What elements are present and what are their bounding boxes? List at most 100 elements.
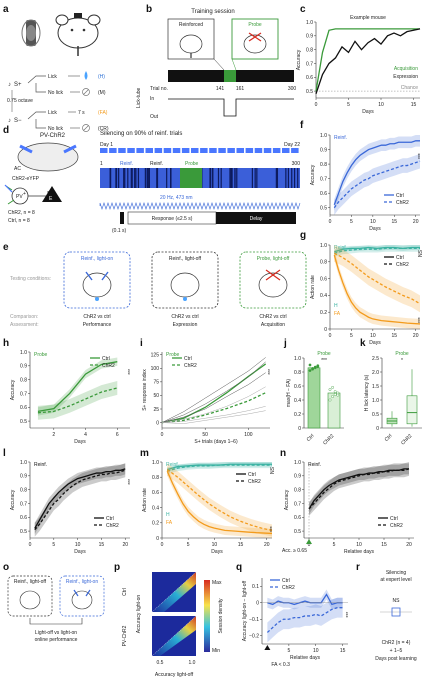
y-tick-label: 0.8 <box>320 162 327 168</box>
day-block <box>145 148 153 153</box>
y-tick-label: 0.6 <box>294 384 301 390</box>
trial-tick <box>217 168 220 188</box>
p-colorbar <box>204 580 210 652</box>
d-t300: 300 <box>292 161 301 167</box>
y-tick-label: 1.5 <box>372 384 379 390</box>
e-testing: Testing conditions: <box>10 276 51 282</box>
x-tick-label: 20 <box>413 333 419 339</box>
y-tick-label: 0.5 <box>20 529 27 535</box>
y-tick-label: 0.5 <box>20 419 27 425</box>
trial-strip-probe <box>180 168 202 188</box>
e-c2-cmp: ChR2 vs ctrl <box>171 314 198 320</box>
significance: *** <box>346 612 352 618</box>
trial-tick <box>231 168 233 188</box>
day-block <box>181 148 190 153</box>
y-tick-label: 0.8 <box>294 487 301 493</box>
series-line <box>166 470 273 535</box>
individual-trace <box>161 386 266 423</box>
b-title: Training session <box>191 9 234 15</box>
y-axis-label: Accuracy light-on − light-off <box>242 580 248 641</box>
p-xlabel: Accuracy light-off <box>155 672 194 678</box>
day-block <box>172 148 181 153</box>
y-tick-label: 0.6 <box>320 276 327 282</box>
x-axis-label: Days <box>74 549 86 555</box>
data-point <box>331 395 334 398</box>
trial-tick <box>229 168 231 188</box>
trial-tick <box>285 168 287 188</box>
x-axis-label: Relative days <box>344 549 375 555</box>
day-block <box>200 148 208 153</box>
panel-r-letter: r <box>356 562 360 573</box>
d-reinf-1: Reinf. <box>120 161 133 167</box>
e-c1-title: Reinf., light-on <box>81 256 113 262</box>
b-mouse-icon-1 <box>179 34 203 58</box>
y-axis-label: Accuracy <box>10 489 16 510</box>
d-laser: 20 Hz, 473 nm <box>160 195 193 201</box>
series-band <box>37 357 118 416</box>
panel-p-letter: p <box>114 562 120 573</box>
chart-k: k Probe 0 0.5 1.0 1.5 2.0 2.5 H lick latency (s)… <box>360 338 422 446</box>
series-line <box>266 607 343 633</box>
y-tick-label: 0.9 <box>306 34 313 40</box>
x-tick-label: 10 <box>356 542 362 548</box>
e-c3-cmp: ChR2 vs ctrl <box>259 314 286 320</box>
bar <box>327 392 341 429</box>
y-axis-label: Accuracy <box>310 164 316 185</box>
d-silencing: Silencing on 90% of reinf. trials <box>100 131 182 137</box>
d-ctrln: Ctrl, n = 8 <box>8 218 30 224</box>
trial-tick <box>293 168 296 188</box>
day-block <box>282 148 290 153</box>
y-axis-label: H lick latency (s) <box>364 374 370 411</box>
o-right: Reinf., light-on <box>66 579 98 585</box>
panel-c-letter: c <box>300 4 306 15</box>
x-tick-label: 10 <box>75 542 81 548</box>
y-tick-label: 1.0 <box>152 460 159 466</box>
x-tick-label: 20 <box>122 542 128 548</box>
panel-l-letter: l <box>3 448 6 459</box>
y-tick-label: 0.6 <box>320 191 327 197</box>
fa-threshold-label: FA < 0.3 <box>271 662 290 668</box>
y-axis-label: max(H − FA) <box>286 379 292 408</box>
chart-tag: Reinf. <box>308 462 321 468</box>
day-block <box>127 148 135 153</box>
mouse-head-icon <box>55 13 101 56</box>
chart-n: n 0.5 0.6 0.7 0.8 0.9 1.0 0 5 10 15 20 Accuracy Relat… <box>280 448 414 555</box>
panel-e: e Testing conditions: Comparison: Assess… <box>3 242 307 328</box>
panel-i-letter: i <box>140 338 143 349</box>
legend-fa: FA <box>334 311 341 317</box>
x-tick-label: 10 <box>313 648 319 654</box>
series-line <box>333 140 420 206</box>
significance: *** <box>128 369 134 375</box>
x-tick-label: 5 <box>52 542 55 548</box>
d-tone-bar <box>120 212 124 224</box>
b-probe-label: Probe <box>248 22 262 28</box>
y-tick-label: 1.0 <box>294 356 301 362</box>
y-tick-label: 0.6 <box>152 490 159 496</box>
trial-tick <box>118 168 120 188</box>
trial-tick <box>109 168 111 188</box>
individual-trace <box>161 410 266 424</box>
legend-ctrl: Ctrl <box>396 193 404 199</box>
e-c2-ass: Expression <box>173 322 198 328</box>
trial-tick <box>254 168 256 188</box>
trial-tick <box>156 168 158 188</box>
significance: *** <box>321 358 327 364</box>
y-axis-label: Action rate <box>142 488 148 512</box>
significance: *** <box>270 526 276 532</box>
y-tick-label: 0 <box>298 426 301 432</box>
trial-tick <box>212 168 214 188</box>
significance: *** <box>418 317 424 323</box>
r-point <box>391 607 401 617</box>
legend-ctrl: Ctrl <box>396 255 404 261</box>
trial-tick <box>276 168 279 188</box>
panel-n-letter: n <box>280 448 286 459</box>
d-laser-wave <box>99 202 301 210</box>
e-mouse-icon-2 <box>170 272 200 301</box>
x-tick-label: 4 <box>84 432 87 438</box>
trial-tick <box>209 168 211 188</box>
a-sminus-label: S− <box>14 118 22 124</box>
chance-label: Chance <box>401 85 418 91</box>
p-xtick-1: 0.5 <box>157 660 164 666</box>
legend-fa: FA <box>166 520 173 526</box>
